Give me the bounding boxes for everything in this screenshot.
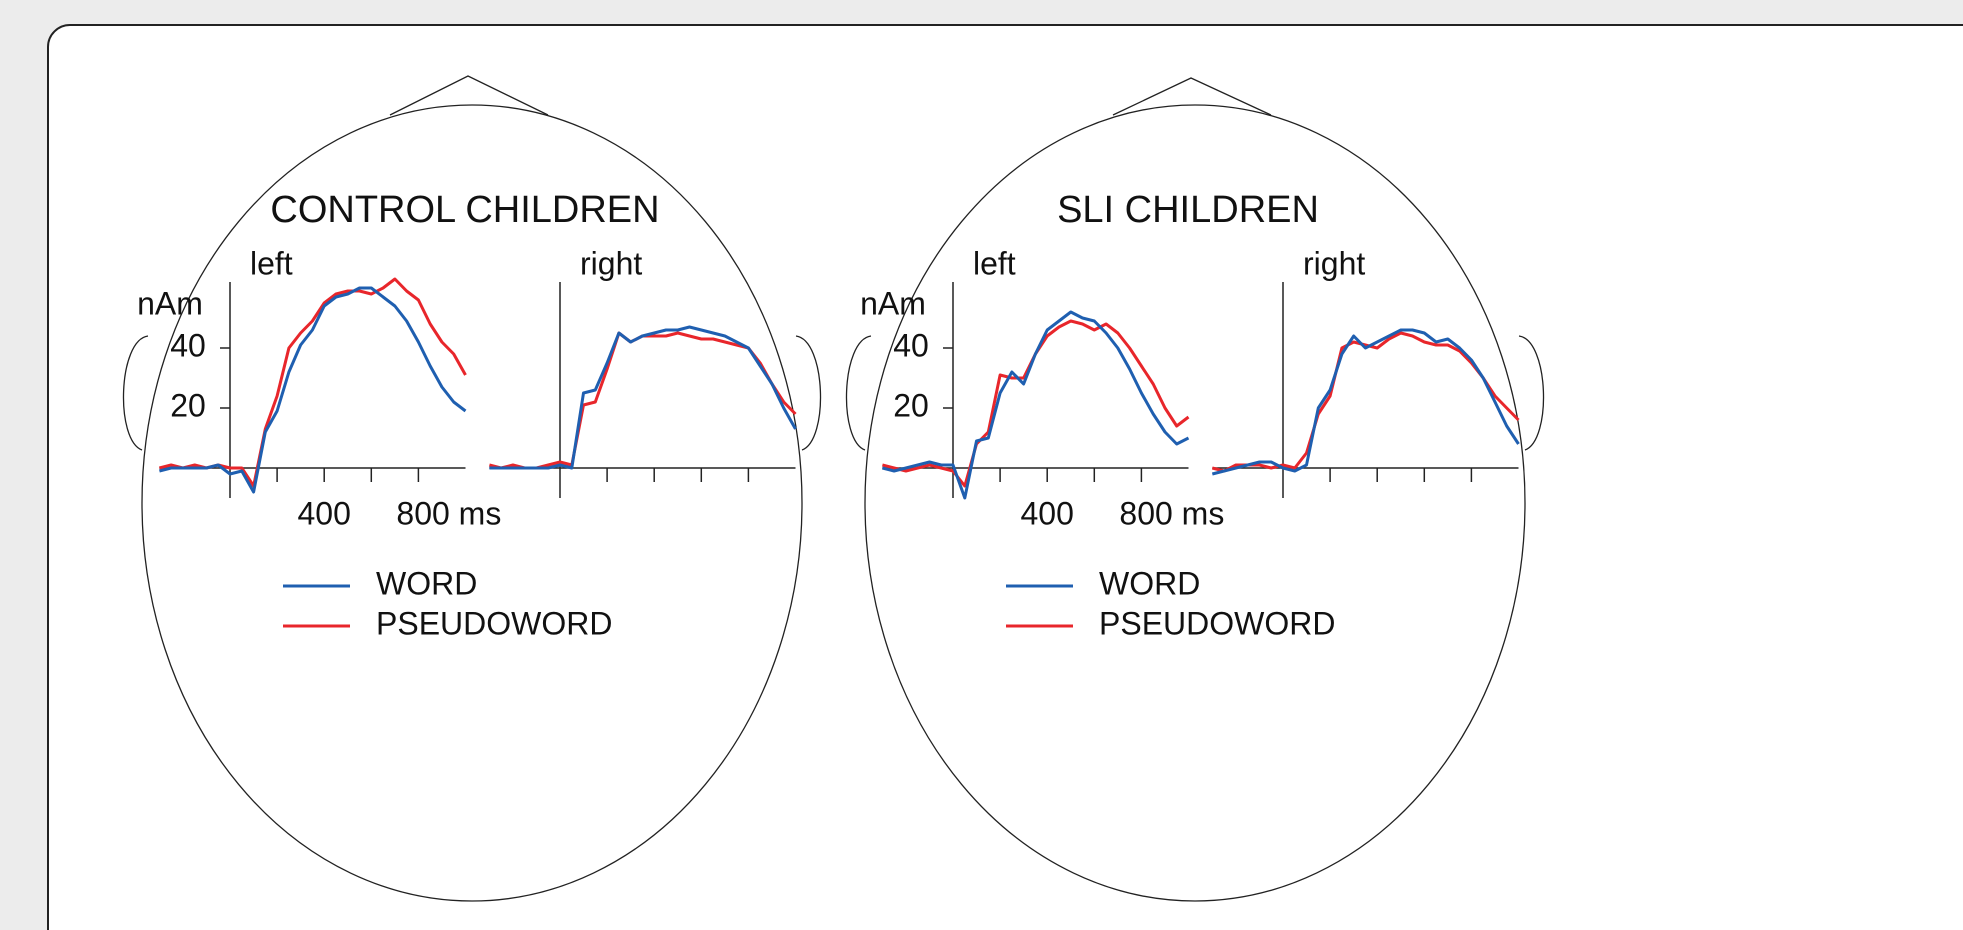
figure: CONTROL CHILDREN nAm left 400 800 ms 20 40 righ… <box>0 0 1963 930</box>
legend-label: WORD <box>1099 565 1200 601</box>
x-tick-label: 800 ms <box>1119 495 1224 531</box>
legend-label: PSEUDOWORD <box>376 605 612 641</box>
panel-label: right <box>1303 245 1365 281</box>
panel-label: right <box>580 245 642 281</box>
chart-title: CONTROL CHILDREN <box>270 189 659 231</box>
y-axis-label: nAm <box>860 285 926 321</box>
y-axis-label: nAm <box>137 285 203 321</box>
chart-title: SLI CHILDREN <box>1057 189 1319 231</box>
x-tick-label: 400 <box>1021 495 1074 531</box>
y-tick-label: 20 <box>893 387 929 423</box>
legend-label: PSEUDOWORD <box>1099 605 1335 641</box>
panel-label: left <box>250 245 293 281</box>
x-tick-label: 800 ms <box>396 495 501 531</box>
y-tick-label: 40 <box>893 327 929 363</box>
panel-frame <box>48 25 1963 930</box>
y-tick-label: 40 <box>170 327 206 363</box>
x-tick-label: 400 <box>298 495 351 531</box>
panel-label: left <box>973 245 1016 281</box>
y-tick-label: 20 <box>170 387 206 423</box>
legend-label: WORD <box>376 565 477 601</box>
